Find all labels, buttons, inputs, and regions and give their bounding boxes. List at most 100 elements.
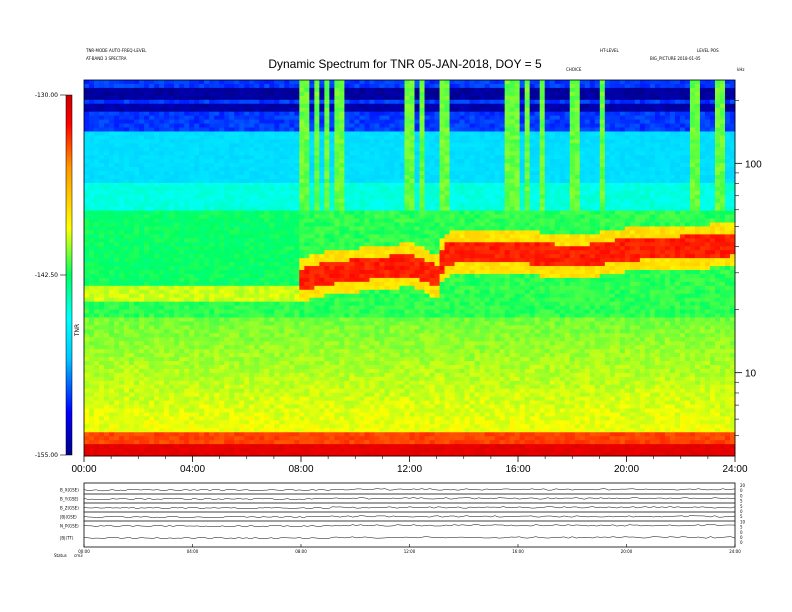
spectrogram-cell [194, 277, 200, 283]
spectrogram-cell [164, 258, 170, 263]
spectrogram-cell [219, 242, 225, 247]
spectrogram-cell [104, 147, 110, 152]
spectrogram-cell [179, 222, 185, 227]
spectrogram-cell [339, 262, 345, 267]
spectrogram-cell [224, 111, 230, 117]
spectrogram-cell [214, 345, 220, 350]
spectrogram-cell [189, 214, 195, 219]
spectrogram-cell [334, 392, 340, 398]
spectrogram-cell [274, 194, 280, 200]
spectrogram-cell [329, 222, 335, 227]
spectrogram-cell [159, 218, 165, 223]
spectrogram-cell [224, 171, 230, 176]
spectrogram-cell [129, 309, 135, 314]
header-left-line1: TNR-MODE AUTO-FREQ-LEVEL [85, 48, 147, 53]
spectrogram-cell [264, 313, 270, 318]
spectrogram-cell [234, 337, 240, 342]
spectrogram-cell [149, 206, 155, 212]
spectrogram-cell [154, 301, 160, 306]
spectrogram-cell [149, 226, 155, 231]
spectrogram-cell [229, 448, 235, 453]
spectrogram-cell [179, 384, 185, 390]
spectrogram-cell [94, 420, 100, 425]
spectrogram-cell [114, 428, 120, 433]
spectrogram-cell [179, 115, 185, 120]
spectrogram-cell [174, 202, 180, 208]
spectrogram-cell [329, 99, 335, 105]
spectrogram-cell [94, 186, 100, 192]
spectrogram-cell [294, 325, 300, 330]
spectrogram-cell [129, 131, 135, 136]
spectrogram-cell [209, 127, 215, 132]
spectrogram-cell [244, 416, 250, 421]
spectrogram-cell [199, 313, 205, 318]
spectrogram-cell [184, 210, 190, 215]
spectrogram-cell [144, 266, 150, 271]
spectrogram-cell [129, 404, 135, 409]
spectrogram-cell [224, 147, 230, 152]
spectrogram-cell [224, 202, 230, 208]
spectrogram-cell [144, 444, 150, 449]
spectrogram-cell [254, 400, 260, 405]
spectrogram-cell [294, 297, 300, 303]
spectrogram-cell [109, 222, 115, 227]
spectrogram-cell [214, 246, 220, 251]
spectrogram-cell [129, 222, 135, 227]
spectrogram-cell [189, 202, 195, 208]
spectrogram-cell [284, 372, 290, 378]
spectrogram-cell [244, 440, 250, 445]
spectrogram-cell [224, 80, 230, 85]
spectrogram-cell [194, 266, 200, 271]
spectrogram-cell [89, 230, 95, 235]
spectrogram-cell [164, 293, 170, 299]
spectrogram-cell [174, 436, 180, 441]
spectrogram-cell [274, 361, 280, 366]
spectrogram-cell [229, 202, 235, 208]
spectrogram-cell [284, 194, 290, 200]
spectrogram-cell [289, 376, 295, 382]
spectrogram-cell [324, 428, 330, 433]
spectrogram-cell [109, 250, 115, 255]
spectrogram-cell [214, 317, 220, 322]
spectrogram-cell [169, 452, 175, 457]
spectrogram-cell [174, 313, 180, 318]
spectrogram-cell [84, 400, 90, 405]
spectrogram-cell [259, 266, 265, 271]
spectrogram-cell [89, 167, 95, 172]
spectrogram-cell [259, 329, 265, 334]
spectrogram-cell [99, 325, 105, 330]
spectrogram-cell [89, 222, 95, 227]
spectrogram-cell [294, 151, 300, 156]
spectrogram-cell [214, 87, 220, 93]
spectrogram-cell [189, 143, 195, 148]
spectrogram-cell [314, 87, 320, 93]
spectrogram-cell [309, 139, 315, 144]
spectrogram-cell [294, 254, 300, 259]
spectrogram-cell [344, 80, 350, 85]
spectrogram-cell [179, 341, 185, 346]
spectrogram-cell [314, 269, 320, 275]
spectrogram-cell [194, 107, 200, 113]
spectrogram-cell [194, 444, 200, 449]
spectrogram-cell [329, 111, 335, 117]
spectrogram-cell [159, 349, 165, 354]
spectrogram-cell [324, 266, 330, 271]
spectrogram-cell [114, 87, 120, 93]
spectrogram-cell [114, 83, 120, 89]
spectrogram-cell [184, 234, 190, 239]
spectrogram-cell [324, 452, 330, 457]
spectrogram-cell [159, 198, 165, 204]
spectrogram-cell [289, 297, 295, 303]
spectrogram-cell [134, 119, 140, 124]
spectrogram-cell [334, 151, 340, 156]
spectrogram-cell [244, 238, 250, 243]
spectrogram-cell [139, 333, 145, 338]
spectrogram-cell [254, 159, 260, 164]
spectrogram-cell [199, 174, 205, 180]
spectrogram-cell [119, 214, 125, 219]
spectrogram-cell [134, 317, 140, 322]
spectrogram-cell [159, 368, 165, 374]
spectrogram-cell [324, 115, 330, 120]
spectrogram-cell [319, 285, 325, 291]
spectrogram-cell [339, 266, 345, 271]
